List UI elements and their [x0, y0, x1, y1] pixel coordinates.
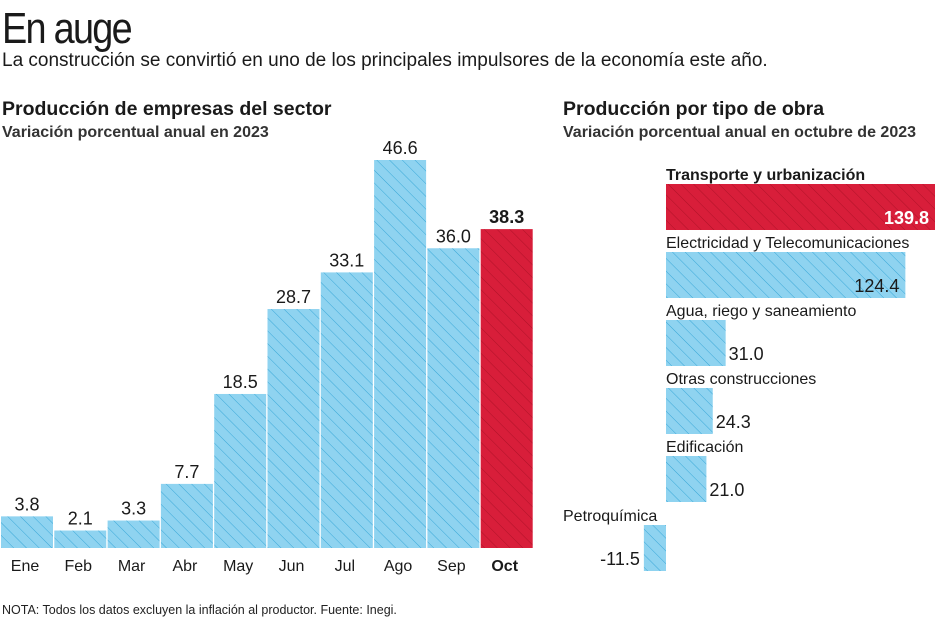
hbar-4 — [666, 456, 707, 502]
bar-value-label: 2.1 — [68, 509, 93, 529]
x-tick-label: Ago — [384, 558, 413, 575]
bar-value-label: 28.7 — [276, 287, 311, 307]
chart2-subtitle: Variación porcentual anual en octubre de… — [563, 124, 917, 141]
bar-sep — [427, 248, 480, 548]
x-tick-label: Jun — [279, 558, 305, 575]
hbar-5 — [643, 525, 666, 571]
bar-value-label: 46.6 — [383, 138, 418, 158]
hbar-value-label: 24.3 — [716, 412, 751, 432]
x-tick-label: Jul — [335, 558, 355, 575]
type-bar-chart: Transporte y urbanización 139.8 Electricid… — [563, 167, 935, 571]
bar-value-label: 7.7 — [174, 462, 199, 482]
bar-value-label: 18.5 — [223, 372, 258, 392]
category-label: Petroquímica — [563, 508, 657, 525]
category-label: Electricidad y Telecomunicaciones — [666, 235, 909, 252]
monthly-bar-chart: 3.8 Ene 2.1 Feb 3.3 Mar 7.7 Abr 18.5 May 28.7 Jun 33… — [1, 138, 533, 575]
hbar-value-label: 21.0 — [709, 480, 744, 500]
bar-value-label: 3.3 — [121, 499, 146, 519]
bar-jul — [320, 272, 373, 548]
hbar-value-label: 124.4 — [854, 276, 899, 296]
x-tick-label: Sep — [437, 558, 466, 575]
bar-value-label: 33.1 — [329, 250, 364, 270]
x-tick-label: Oct — [491, 558, 518, 575]
footnote: NOTA: Todos los datos excluyen la inflac… — [2, 603, 397, 617]
hbar-1 — [666, 252, 906, 298]
bar-mar — [107, 520, 160, 548]
hbar-3 — [666, 388, 713, 434]
x-tick-label: Abr — [172, 558, 198, 575]
x-tick-label: Feb — [65, 558, 93, 575]
chart1-title: Producción de empresas del sector — [2, 98, 332, 120]
category-label: Transporte y urbanización — [666, 167, 865, 184]
chart2-title: Producción por tipo de obra — [563, 98, 825, 120]
bar-ene — [1, 516, 53, 548]
bar-abr — [160, 483, 213, 548]
hbar-value-label: 139.8 — [884, 208, 929, 228]
chart1-subtitle: Variación porcentual anual en 2023 — [2, 124, 269, 141]
hbar-2 — [666, 320, 726, 366]
bar-ago — [374, 160, 427, 548]
bar-oct — [480, 229, 533, 548]
hbar-value-label: 31.0 — [729, 344, 764, 364]
x-tick-label: May — [223, 558, 253, 575]
bar-feb — [54, 530, 107, 548]
bar-jun — [267, 309, 320, 548]
category-label: Otras construcciones — [666, 371, 816, 388]
hbar-0 — [666, 184, 935, 230]
bar-value-label: 3.8 — [14, 494, 39, 514]
page-title: En auge — [2, 4, 133, 53]
hbar-value-label: -11.5 — [600, 549, 640, 569]
bar-value-label: 36.0 — [436, 226, 471, 246]
bar-may — [214, 393, 267, 548]
x-tick-label: Mar — [118, 558, 146, 575]
x-tick-label: Ene — [11, 558, 40, 575]
category-label: Agua, riego y saneamiento — [666, 303, 856, 320]
page-subtitle: La construcción se convirtió en uno de l… — [2, 50, 768, 71]
category-label: Edificación — [666, 439, 743, 456]
bar-value-label: 38.3 — [489, 207, 524, 227]
